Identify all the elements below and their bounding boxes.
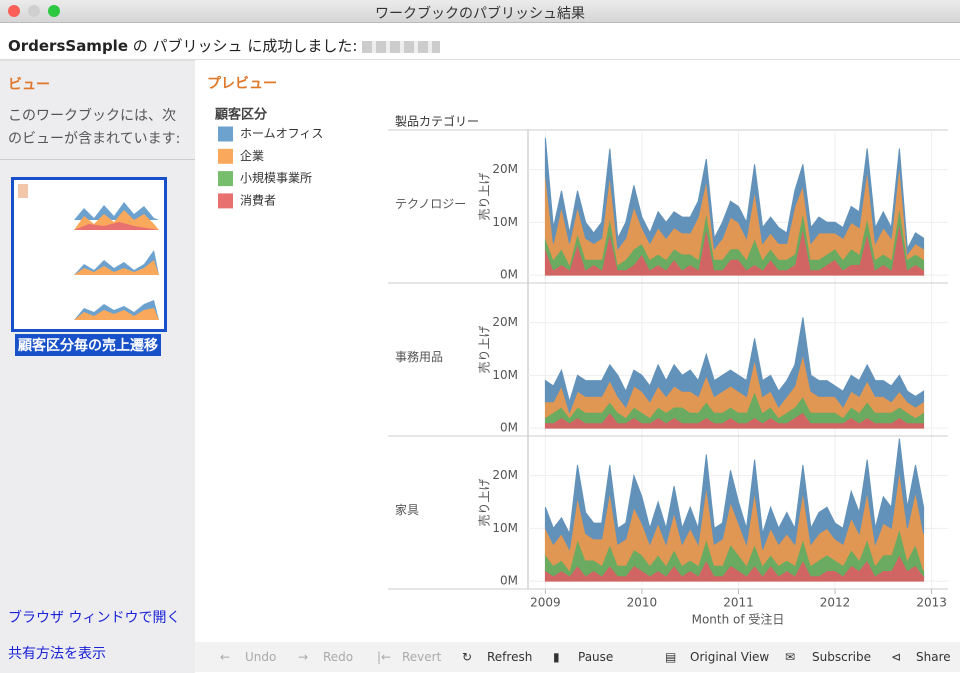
area: [544, 438, 925, 552]
sidebar-title: ビュー: [8, 77, 50, 93]
pause-button[interactable]: Pause: [578, 650, 614, 664]
redacted-server: [362, 40, 441, 53]
share-link[interactable]: 共有方法を表示: [8, 646, 106, 662]
sidebar: ビュー このワークブックには、次のビューが含まれています: 顧客区分毎の売上遷移…: [0, 60, 195, 673]
pause-icon: ▮: [553, 650, 560, 664]
legend-swatch: [218, 148, 233, 164]
y-axis-label: 売り上げ: [477, 325, 492, 373]
refresh-icon: ↻: [462, 650, 473, 664]
redo-button[interactable]: Redo: [323, 650, 354, 664]
close-button[interactable]: [8, 5, 20, 17]
thumbnail-art: [18, 184, 159, 320]
legend-label: 企業: [240, 149, 264, 163]
zoom-button[interactable]: [48, 5, 60, 17]
share-icon: ⊲: [891, 650, 902, 664]
facet-title: 製品カテゴリー: [395, 114, 479, 129]
y-tick-label: 0M: [500, 574, 518, 588]
facet-label: 事務用品: [395, 350, 443, 364]
legend-swatch: [218, 193, 233, 209]
y-tick-label: 20M: [492, 468, 518, 482]
workbook-name: OrdersSample: [8, 37, 128, 55]
share-button[interactable]: Share: [916, 650, 951, 664]
x-axis-label: Month of 受注日: [692, 613, 785, 627]
legend-title: 顧客区分: [214, 107, 268, 123]
y-tick-label: 10M: [492, 215, 518, 229]
result-header: OrdersSample の パブリッシュ に成功しました:: [8, 35, 441, 56]
legend-label: 消費者: [240, 192, 276, 207]
y-axis-label: 売り上げ: [477, 478, 492, 526]
result-message: の パブリッシュ に成功しました:: [132, 37, 358, 55]
view-name[interactable]: 顧客区分毎の売上遷移: [15, 334, 161, 356]
x-tick-label: 2013: [916, 596, 947, 610]
revert-button[interactable]: Revert: [402, 650, 442, 664]
divider: [0, 159, 195, 160]
undo-button[interactable]: Undo: [245, 650, 277, 664]
y-tick-label: 0M: [500, 268, 518, 282]
sidebar-description: このワークブックには、次のビューが含まれています:: [8, 108, 181, 147]
x-tick-label: 2012: [820, 596, 851, 610]
legend-swatch: [218, 171, 233, 187]
original-view-icon: ▤: [665, 650, 677, 664]
divider: [0, 59, 960, 60]
y-tick-label: 20M: [492, 162, 518, 176]
x-tick-label: 2011: [723, 596, 754, 610]
view-thumbnail[interactable]: [11, 177, 167, 332]
original-view-button[interactable]: Original View: [690, 650, 770, 664]
facet-label: テクノロジー: [395, 197, 466, 211]
x-tick-label: 2010: [627, 596, 658, 610]
y-tick-label: 20M: [492, 315, 518, 329]
undo-icon: ←: [220, 650, 231, 664]
toolbar: ← Undo → Redo |← Revert ↻ Refresh ▮ Paus…: [195, 642, 960, 672]
area: [544, 137, 925, 256]
legend-label: ホームオフィス: [240, 127, 323, 141]
y-tick-label: 0M: [500, 421, 518, 435]
y-axis-label: 売り上げ: [477, 172, 492, 220]
legend-label: 小規模事業所: [240, 170, 312, 185]
title-bar: ワークブックのパブリッシュ結果: [0, 0, 960, 23]
facet-label: 家具: [395, 503, 419, 517]
window-title: ワークブックのパブリッシュ結果: [375, 6, 585, 22]
y-tick-label: 10M: [492, 521, 518, 535]
x-tick-label: 2009: [530, 596, 561, 610]
refresh-button[interactable]: Refresh: [487, 650, 533, 664]
preview-title: プレビュー: [207, 76, 277, 92]
y-tick-label: 10M: [492, 368, 518, 382]
area: [544, 317, 925, 414]
revert-icon: |←: [377, 650, 392, 664]
redo-icon: →: [298, 650, 309, 664]
subscribe-icon: ✉: [785, 650, 796, 664]
subscribe-button[interactable]: Subscribe: [812, 650, 871, 664]
chart: 製品カテゴリー 2009 2010 2011 2012 2013 Month of 受注日…: [388, 114, 948, 627]
open-browser-link[interactable]: ブラウザ ウィンドウで開く: [8, 610, 181, 626]
minimize-button[interactable]: [28, 5, 40, 17]
legend-swatch: [218, 126, 233, 142]
